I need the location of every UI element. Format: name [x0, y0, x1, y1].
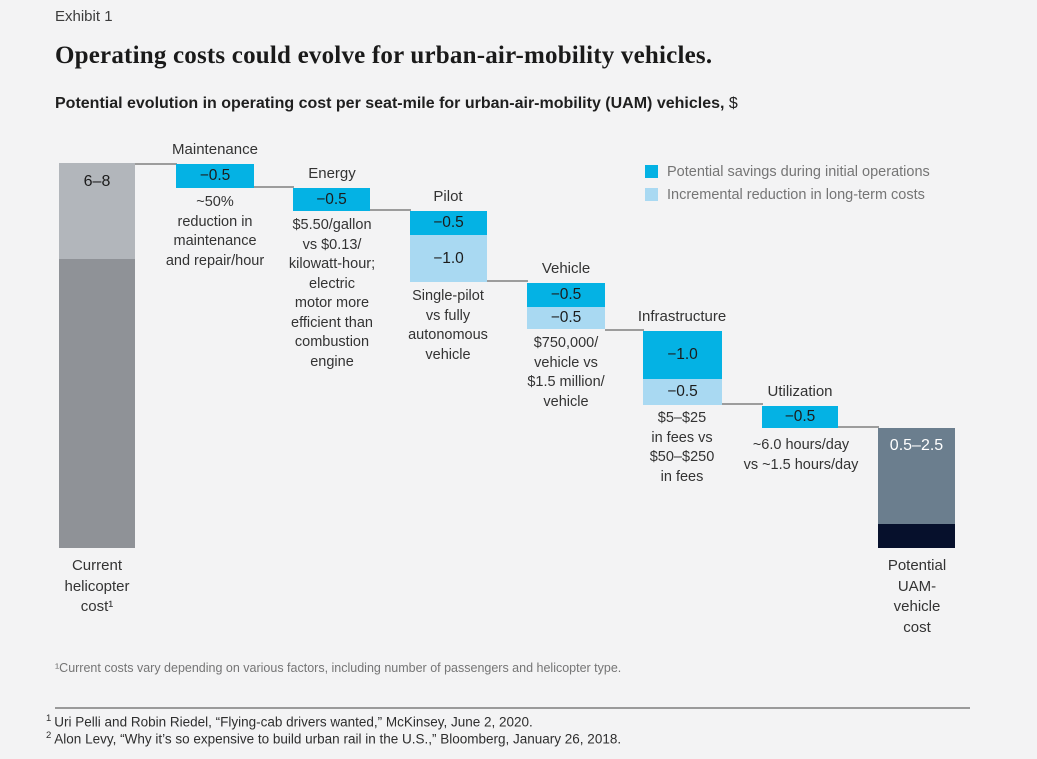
pilot-value-initial: −0.5	[433, 214, 464, 231]
infrastructure-value-initial: −1.0	[667, 346, 698, 363]
current-helicopter-bar-base	[59, 259, 135, 548]
legend-swatch-initial-icon	[645, 165, 658, 178]
infrastructure-value-longterm: −0.5	[667, 383, 698, 400]
maintenance-value-initial: −0.5	[199, 167, 231, 184]
chart-legend: Potential savings during initial operati…	[645, 160, 930, 206]
infrastructure-bar-initial: −1.0	[643, 331, 722, 379]
category-label-utilization: Utilization	[767, 383, 833, 400]
vehicle-bar-longterm: −0.5	[527, 307, 605, 329]
reference-2-text: Alon Levy, “Why it’s so expensive to bui…	[54, 731, 622, 747]
note-infrastructure: $5–$25 in fees vs $50–$250 in fees	[649, 410, 715, 485]
connector-helicopter-maintenance	[135, 163, 177, 165]
energy-bar-initial: −0.5	[293, 188, 370, 211]
reference-2: 2 Alon Levy, “Why it’s so expensive to bu…	[46, 730, 621, 747]
pilot-value-longterm: −1.0	[433, 249, 464, 267]
legend-swatch-longterm-icon	[645, 188, 658, 201]
utilization-bar-initial: −0.5	[762, 406, 838, 428]
infrastructure-bar-longterm: −0.5	[643, 379, 722, 405]
connector-energy-pilot	[370, 209, 411, 211]
chart-footnote: ¹Current costs vary depending on various…	[55, 661, 622, 675]
vehicle-value-longterm: −0.5	[550, 309, 582, 326]
category-label-energy: Energy	[308, 165, 356, 182]
note-energy: $5.50/gallon vs $0.13/ kilowatt-hour; el…	[288, 217, 376, 370]
exhibit-label: Exhibit 1	[55, 8, 113, 25]
utilization-value-initial: −0.5	[784, 408, 816, 425]
note-pilot: Single-pilot vs fully autonomous vehicle	[408, 288, 488, 363]
reference-2-marker: 2	[46, 730, 52, 741]
pilot-bar-initial: −0.5	[410, 211, 487, 235]
connector-infrastructure-utilization	[722, 403, 763, 405]
chart-subtitle-text: Potential evolution in operating cost pe…	[55, 95, 725, 112]
category-label-infrastructure: Infrastructure	[637, 308, 727, 325]
note-utilization: ~6.0 hours/day vs ~1.5 hours/day	[743, 437, 859, 473]
reference-1: 1 Uri Pelli and Robin Riedel, “Flying-cab…	[46, 713, 533, 730]
divider-line	[55, 707, 970, 709]
current-helicopter-value: 6–8	[83, 173, 111, 190]
connector-pilot-vehicle	[487, 280, 528, 282]
energy-value-initial: −0.5	[316, 190, 347, 208]
chart-subtitle-unit: $	[728, 95, 738, 112]
axis-label-potential-uam-cost: Potential UAM- vehicle cost	[887, 557, 947, 636]
legend-item-initial-operations: Potential savings during initial operati…	[645, 160, 930, 183]
category-label-vehicle: Vehicle	[541, 260, 591, 277]
legend-item-longterm-costs: Incremental reduction in long-term costs	[645, 183, 930, 206]
uam-cost-value: 0.5–2.5	[889, 437, 944, 454]
connector-utilization-uam	[838, 426, 879, 428]
pilot-bar-longterm: −1.0	[410, 235, 487, 282]
maintenance-bar-initial: −0.5	[176, 164, 254, 188]
axis-label-current-helicopter-cost: Current helicopter cost¹	[64, 557, 130, 615]
vehicle-bar-initial: −0.5	[527, 283, 605, 307]
reference-1-text: Uri Pelli and Robin Riedel, “Flying-cab …	[54, 714, 533, 730]
reference-1-marker: 1	[46, 713, 52, 724]
category-label-pilot: Pilot	[433, 188, 463, 205]
vehicle-value-initial: −0.5	[550, 286, 582, 303]
category-label-maintenance: Maintenance	[172, 141, 258, 158]
current-helicopter-bar-upper: 6–8	[59, 163, 135, 259]
connector-maintenance-energy	[254, 186, 294, 188]
uam-cost-bar-range: 0.5–2.5	[878, 428, 955, 524]
note-vehicle: $750,000/ vehicle vs $1.5 million/ vehic…	[527, 335, 605, 410]
legend-label-longterm: Incremental reduction in long-term costs	[667, 186, 925, 203]
connector-vehicle-infrastructure	[605, 329, 644, 331]
uam-cost-bar-base	[878, 524, 955, 548]
chart-subtitle: Potential evolution in operating cost pe…	[55, 95, 738, 113]
legend-label-initial: Potential savings during initial operati…	[667, 163, 930, 180]
note-maintenance: ~50% reduction in maintenance and repair…	[165, 194, 265, 269]
page-title: Operating costs could evolve for urban-a…	[55, 42, 713, 69]
